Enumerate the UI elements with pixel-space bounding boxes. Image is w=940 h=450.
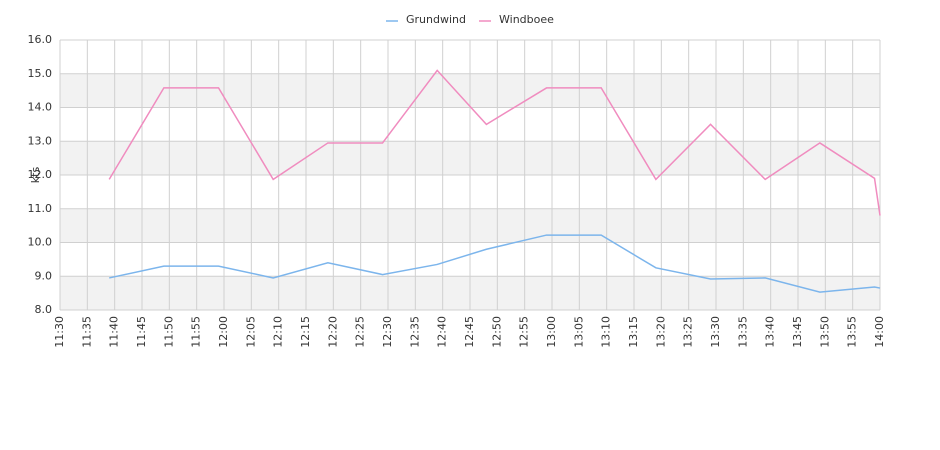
- x-tick-label: 12:05: [244, 316, 257, 348]
- x-tick-label: 13:35: [736, 316, 749, 348]
- y-tick-label: 10.0: [28, 236, 53, 249]
- x-tick-label: 11:35: [80, 316, 93, 348]
- x-tick-label: 13:45: [791, 316, 804, 348]
- x-tick-label: 12:00: [217, 316, 230, 348]
- x-tick-label: 12:20: [326, 316, 339, 348]
- x-tick-label: 13:15: [627, 316, 640, 348]
- x-tick-label: 12:35: [408, 316, 421, 348]
- x-tick-label: 12:30: [381, 316, 394, 348]
- x-tick-label: 11:55: [190, 316, 203, 348]
- y-tick-label: 8.0: [35, 303, 53, 316]
- x-tick-label: 13:10: [600, 316, 613, 348]
- y-tick-label: 16.0: [28, 33, 53, 46]
- x-tick-label: 13:55: [846, 316, 859, 348]
- legend-label: Grundwind: [406, 13, 466, 26]
- y-axis-label: kts: [29, 167, 42, 184]
- y-tick-label: 11.0: [28, 202, 53, 215]
- x-tick-label: 11:50: [162, 316, 175, 348]
- y-tick-label: 15.0: [28, 67, 53, 80]
- x-tick-label: 12:45: [463, 316, 476, 348]
- x-tick-label: 13:50: [818, 316, 831, 348]
- series-line: [109, 234, 881, 293]
- x-tick-label: 12:25: [354, 316, 367, 348]
- legend-label: Windboee: [499, 13, 554, 26]
- x-tick-label: 12:15: [299, 316, 312, 348]
- y-tick-label: 13.0: [28, 134, 53, 147]
- x-tick-label: 12:40: [436, 316, 449, 348]
- x-tick-label: 13:40: [764, 316, 777, 348]
- y-tick-label: 12.0: [28, 168, 53, 181]
- series-line: [108, 69, 881, 216]
- x-tick-label: 13:05: [572, 316, 585, 348]
- x-tick-label: 11:45: [135, 316, 148, 348]
- y-tick-label: 9.0: [35, 269, 53, 282]
- x-tick-label: 12:10: [272, 316, 285, 348]
- y-tick-label: 14.0: [28, 101, 53, 114]
- x-tick-label: 12:55: [518, 316, 531, 348]
- x-tick-label: 13:00: [545, 316, 558, 348]
- x-tick-label: 14:00: [873, 316, 886, 348]
- x-tick-label: 13:25: [682, 316, 695, 348]
- x-tick-label: 11:30: [53, 316, 66, 348]
- x-tick-label: 11:40: [108, 316, 121, 348]
- x-tick-label: 13:20: [654, 316, 667, 348]
- x-tick-label: 12:50: [490, 316, 503, 348]
- x-tick-label: 13:30: [709, 316, 722, 348]
